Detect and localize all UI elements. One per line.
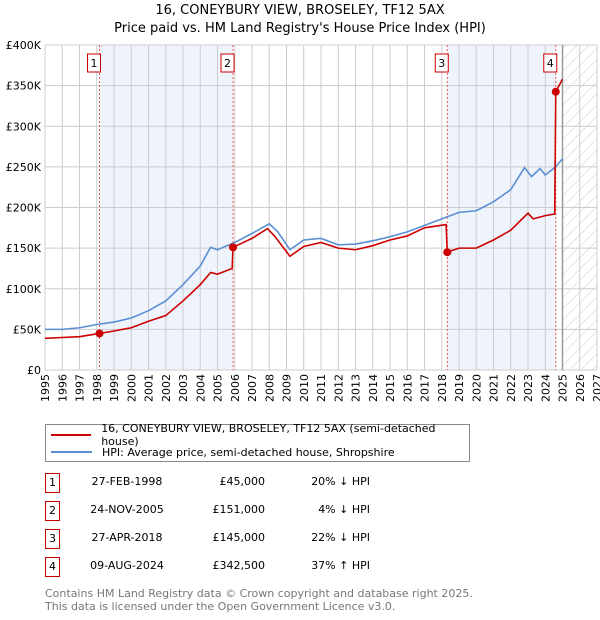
x-tick-label: 2024	[539, 374, 552, 402]
legend-label: HPI: Average price, semi-detached house,…	[102, 445, 395, 459]
x-tick-label: 2001	[143, 374, 156, 402]
x-tick-label: 1998	[91, 374, 104, 402]
sale-date: 27-FEB-1998	[91, 475, 163, 488]
footer-line: Contains HM Land Registry data © Crown c…	[45, 587, 473, 600]
y-tick-label: £100K	[6, 283, 42, 296]
footer: Contains HM Land Registry data © Crown c…	[45, 587, 473, 613]
sale-point	[443, 248, 452, 257]
x-tick-label: 2022	[505, 374, 518, 402]
x-tick-label: 2014	[367, 374, 380, 402]
sale-label-number: 3	[438, 57, 445, 70]
sale-date: 24-NOV-2005	[90, 503, 164, 516]
x-tick-label: 1996	[56, 374, 69, 402]
y-tick-label: £400K	[6, 39, 42, 52]
sale-price: £145,000	[212, 531, 266, 544]
sale-label-number: 1	[91, 57, 98, 70]
sale-date: 27-APR-2018	[91, 531, 163, 544]
sale-point	[551, 87, 560, 96]
sale-label-box	[543, 53, 558, 73]
sale-hpi-diff: 20% ↓ HPI	[311, 475, 370, 488]
x-tick-label: 2004	[194, 374, 207, 402]
x-tick-label: 2006	[229, 374, 242, 402]
sale-price: £45,000	[219, 475, 266, 488]
x-tick-label: 2023	[522, 374, 535, 402]
x-tick-label: 2025	[557, 374, 570, 402]
sale-label-number: 2	[224, 57, 231, 70]
sale-row: 1 27-FEB-1998 £45,000 20% ↓ HPI	[45, 473, 465, 493]
sale-label-box	[220, 53, 235, 73]
x-tick-label: 2010	[298, 374, 311, 402]
sale-row: 4 09-AUG-2024 £342,500 37% ↑ HPI	[45, 557, 465, 577]
sale-number-box: 1	[45, 473, 60, 493]
x-tick-label: 2008	[263, 374, 276, 402]
y-tick-label: £300K	[6, 120, 42, 133]
sale-row: 2 24-NOV-2005 £151,000 4% ↓ HPI	[45, 501, 465, 521]
legend-item-property: 16, CONEYBURY VIEW, BROSELEY, TF12 5AX (…	[46, 422, 469, 448]
x-tick-label: 2019	[453, 374, 466, 402]
chart-title: 16, CONEYBURY VIEW, BROSELEY, TF12 5AX	[155, 3, 445, 18]
x-tick-label: 2005	[212, 374, 225, 402]
x-tick-label: 2016	[401, 374, 414, 402]
sale-row: 3 27-APR-2018 £145,000 22% ↓ HPI	[45, 529, 465, 549]
x-tick-label: 2017	[419, 374, 432, 402]
sale-point	[229, 243, 238, 252]
sale-label-box	[87, 53, 102, 73]
x-tick-label: 1997	[74, 374, 87, 402]
footer-line: This data is licensed under the Open Gov…	[45, 600, 396, 613]
legend-swatch	[51, 434, 92, 436]
x-tick-label: 2003	[177, 374, 190, 402]
x-tick-label: 2021	[488, 374, 501, 402]
x-tick-label: 2011	[315, 374, 328, 402]
x-tick-label: 2013	[350, 374, 363, 402]
x-tick-label: 2012	[332, 374, 345, 402]
sale-point	[95, 329, 104, 338]
legend-label: 16, CONEYBURY VIEW, BROSELEY, TF12 5AX (…	[101, 422, 436, 448]
legend-item-hpi: HPI: Average price, semi-detached house,…	[46, 444, 395, 460]
property-price-line	[44, 78, 564, 340]
legend: 16, CONEYBURY VIEW, BROSELEY, TF12 5AX (…	[45, 422, 470, 462]
x-tick-label: 2026	[574, 374, 587, 402]
sale-number-box: 4	[45, 557, 60, 577]
sale-label-box	[434, 53, 449, 73]
legend-swatch	[51, 451, 92, 453]
x-tick-label: 1999	[108, 374, 121, 402]
sale-hpi-diff: 4% ↓ HPI	[318, 503, 370, 516]
sale-date: 09-AUG-2024	[90, 559, 164, 572]
chart-subtitle: Price paid vs. HM Land Registry's House …	[114, 21, 486, 36]
x-tick-label: 2007	[246, 374, 259, 402]
y-tick-label: £0	[27, 364, 41, 377]
x-tick-label: 2027	[591, 374, 600, 402]
x-tick-label: 2015	[384, 374, 397, 402]
y-tick-label: £350K	[6, 80, 42, 93]
x-tick-label: 2002	[160, 374, 173, 402]
y-tick-label: £150K	[6, 242, 42, 255]
sale-hpi-diff: 22% ↓ HPI	[311, 531, 370, 544]
y-tick-label: £250K	[6, 161, 42, 174]
sale-label-number: 4	[547, 57, 554, 70]
x-tick-label: 2009	[281, 374, 294, 402]
hpi-line	[45, 158, 564, 331]
y-tick-label: £200K	[6, 202, 42, 215]
x-tick-label: 2018	[436, 374, 449, 402]
sale-price: £342,500	[212, 559, 266, 572]
sale-number-box: 3	[45, 529, 60, 549]
x-tick-label: 1995	[39, 374, 52, 402]
y-tick-label: £50K	[13, 323, 42, 336]
x-tick-label: 2020	[470, 374, 483, 402]
sale-number-box: 2	[45, 501, 60, 521]
sale-price: £151,000	[212, 503, 266, 516]
x-tick-label: 2000	[125, 374, 138, 402]
price-chart: 1995 1996 1997 1998 1999 2000 2001 2002 2003 2004…	[6, 39, 600, 402]
sale-hpi-diff: 37% ↑ HPI	[311, 559, 370, 572]
